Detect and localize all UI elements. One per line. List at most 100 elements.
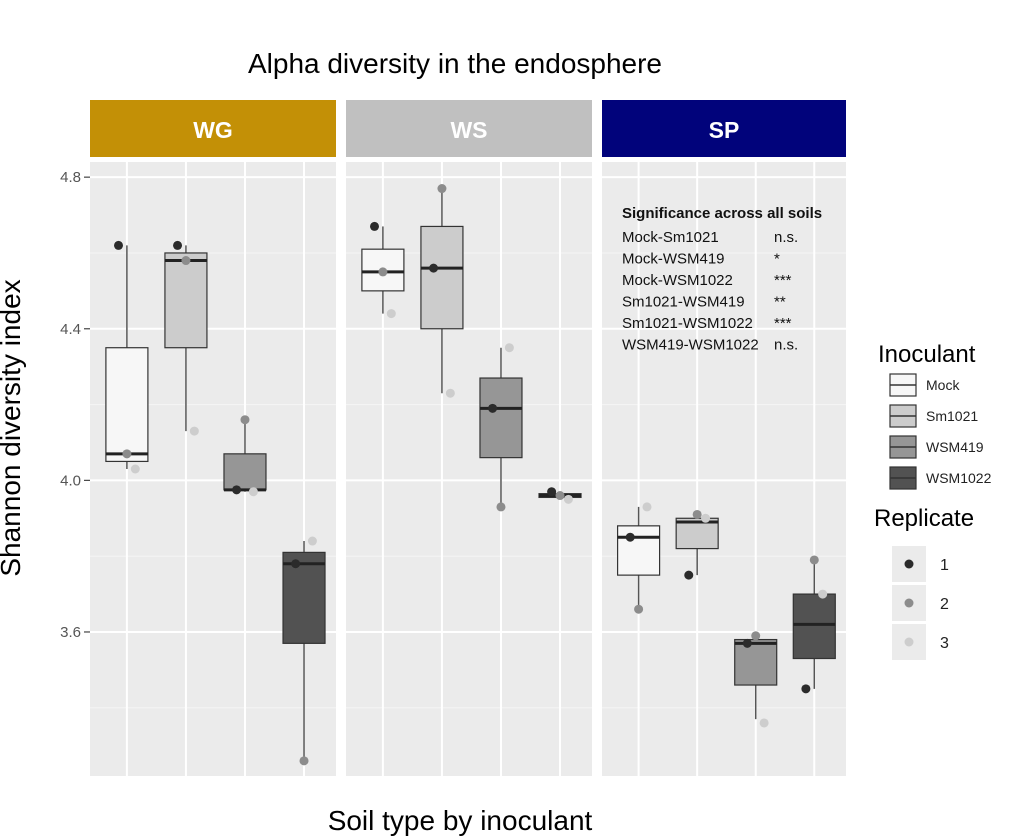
replicate-point bbox=[555, 491, 565, 501]
replicate-point bbox=[299, 756, 309, 766]
replicate-point bbox=[625, 532, 635, 542]
replicate-point bbox=[684, 570, 694, 580]
replicate-point bbox=[429, 263, 439, 273]
replicate-point bbox=[801, 684, 811, 694]
annotation-pair: Mock-WSM419 bbox=[622, 251, 725, 268]
annotation-pair: Sm1021-WSM419 bbox=[622, 294, 745, 311]
annotation-significance: n.s. bbox=[774, 229, 798, 246]
box-body bbox=[420, 225, 464, 330]
annotation-significance: * bbox=[774, 251, 780, 268]
replicate-point bbox=[742, 638, 752, 648]
box-wsm419 bbox=[223, 415, 267, 497]
strip-label: SP bbox=[709, 117, 740, 143]
box-wsm1022 bbox=[538, 487, 582, 504]
strip-wg bbox=[90, 100, 336, 157]
box-sm1021 bbox=[164, 240, 208, 436]
annotation-pair: Mock-Sm1021 bbox=[622, 229, 719, 246]
strip-label: WG bbox=[193, 117, 233, 143]
facet-wg: WG bbox=[90, 100, 336, 776]
legend-point bbox=[904, 559, 914, 569]
replicate-point bbox=[759, 718, 769, 728]
legend-point bbox=[904, 637, 914, 647]
replicate-point bbox=[751, 631, 761, 641]
legend-label: Mock bbox=[926, 377, 960, 393]
replicate-point bbox=[437, 184, 447, 194]
legend-label: Sm1021 bbox=[926, 408, 978, 424]
strip-sp bbox=[602, 100, 846, 157]
replicate-point bbox=[809, 555, 819, 565]
replicate-point bbox=[701, 513, 711, 523]
facet-sp: SP bbox=[602, 100, 846, 776]
y-axis-title: Shannon diversity index bbox=[0, 279, 26, 576]
y-axis: 3.6 4.0 4.4 4.8 bbox=[60, 169, 90, 641]
annotation-significance: n.s. bbox=[774, 337, 798, 354]
box-body bbox=[616, 525, 661, 576]
box-body bbox=[734, 638, 778, 686]
replicate-point bbox=[181, 256, 191, 266]
annotation-significance: ** bbox=[774, 294, 786, 311]
replicate-point bbox=[240, 415, 250, 425]
replicate-point bbox=[445, 388, 455, 398]
box-mock bbox=[105, 240, 149, 474]
legend-inoculant-title: Inoculant bbox=[878, 341, 976, 368]
legend: Inoculant Mock Sm1021 WSM419 WSM1022 Replicat… bbox=[874, 341, 992, 660]
box-body bbox=[105, 347, 149, 463]
replicate-point bbox=[634, 604, 644, 614]
box-body bbox=[223, 453, 267, 491]
replicate-point bbox=[386, 309, 396, 319]
annotation-significance: *** bbox=[774, 272, 792, 289]
box-wsm1022 bbox=[282, 536, 326, 766]
facet-ws: WS bbox=[346, 100, 592, 776]
chart-title: Alpha diversity in the endosphere bbox=[248, 48, 662, 79]
replicate-point bbox=[130, 464, 140, 474]
facets: WG WS SP bbox=[90, 100, 846, 776]
box-body bbox=[282, 551, 326, 644]
replicate-point bbox=[370, 221, 379, 231]
legend-point bbox=[904, 598, 914, 608]
replicate-point bbox=[122, 449, 132, 459]
box-sm1021 bbox=[420, 184, 464, 398]
legend-label: WSM419 bbox=[926, 439, 984, 455]
legend-label: 3 bbox=[940, 635, 949, 652]
legend-replicate-title: Replicate bbox=[874, 505, 974, 532]
y-tick-label: 3.6 bbox=[60, 624, 81, 641]
replicate-point bbox=[692, 509, 702, 519]
significance-annotation: Significance across all soils Mock-Sm1021… bbox=[622, 205, 822, 354]
replicate-point bbox=[307, 536, 317, 546]
replicate-point bbox=[642, 502, 652, 512]
box-body bbox=[164, 252, 208, 349]
y-tick-label: 4.0 bbox=[60, 472, 81, 489]
replicate-point bbox=[114, 240, 123, 250]
legend-label: 2 bbox=[940, 596, 949, 613]
box-wsm419 bbox=[479, 343, 523, 512]
replicate-point bbox=[547, 487, 557, 497]
box-mock bbox=[361, 221, 405, 319]
annotation-title: Significance across all soils bbox=[622, 205, 822, 222]
replicate-point bbox=[818, 589, 828, 599]
legend-label: WSM1022 bbox=[926, 470, 992, 486]
y-tick-label: 4.8 bbox=[60, 169, 81, 186]
replicate-point bbox=[189, 426, 199, 436]
annotation-pair: WSM419-WSM1022 bbox=[622, 337, 759, 354]
box-body bbox=[479, 377, 523, 459]
annotation-pair: Mock-WSM1022 bbox=[622, 272, 733, 289]
box-sm1021 bbox=[675, 509, 719, 580]
x-axis-title: Soil type by inoculant bbox=[328, 805, 593, 836]
box-mock bbox=[616, 502, 661, 614]
replicate-point bbox=[563, 494, 573, 504]
replicate-point bbox=[504, 343, 514, 353]
box-wsm419 bbox=[734, 631, 778, 728]
panel-background bbox=[602, 162, 846, 776]
strip-label: WS bbox=[450, 117, 487, 143]
legend-label: 1 bbox=[940, 557, 949, 574]
replicate-point bbox=[488, 403, 498, 413]
replicate-point bbox=[232, 485, 242, 495]
annotation-significance: *** bbox=[774, 315, 792, 332]
replicate-point bbox=[378, 267, 388, 277]
replicate-point bbox=[248, 487, 258, 497]
box-wsm1022 bbox=[792, 555, 836, 694]
box-body bbox=[792, 593, 836, 660]
annotation-pair: Sm1021-WSM1022 bbox=[622, 315, 753, 332]
replicate-point bbox=[291, 559, 301, 569]
